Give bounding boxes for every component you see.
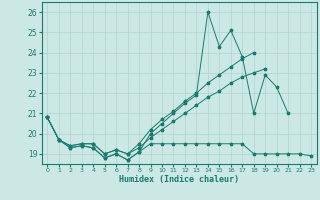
X-axis label: Humidex (Indice chaleur): Humidex (Indice chaleur) [119,175,239,184]
